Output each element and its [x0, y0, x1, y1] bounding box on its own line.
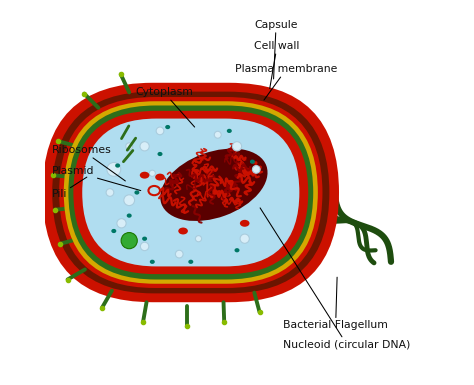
FancyBboxPatch shape	[82, 119, 300, 266]
Ellipse shape	[126, 143, 133, 150]
Ellipse shape	[140, 242, 149, 251]
Text: Pili: Pili	[52, 177, 87, 199]
Ellipse shape	[232, 142, 242, 151]
Ellipse shape	[178, 228, 188, 234]
Ellipse shape	[117, 219, 126, 228]
Ellipse shape	[175, 250, 183, 258]
Ellipse shape	[155, 174, 165, 181]
FancyBboxPatch shape	[52, 92, 329, 293]
Ellipse shape	[111, 229, 116, 233]
Ellipse shape	[127, 214, 132, 218]
Ellipse shape	[142, 236, 147, 241]
Text: Plasmid: Plasmid	[52, 166, 141, 191]
FancyBboxPatch shape	[68, 105, 313, 280]
Ellipse shape	[135, 191, 139, 195]
Ellipse shape	[140, 142, 149, 151]
Text: Capsule: Capsule	[255, 20, 298, 79]
Ellipse shape	[252, 166, 260, 173]
Text: Ribosomes: Ribosomes	[52, 145, 125, 181]
Ellipse shape	[240, 234, 249, 243]
Text: Cell wall: Cell wall	[255, 41, 300, 89]
Ellipse shape	[140, 172, 149, 179]
Ellipse shape	[121, 233, 137, 249]
Ellipse shape	[240, 220, 249, 227]
Ellipse shape	[107, 162, 121, 176]
Ellipse shape	[124, 195, 135, 206]
Ellipse shape	[250, 160, 255, 164]
Ellipse shape	[150, 260, 155, 264]
Text: Bacterial Flagellum: Bacterial Flagellum	[283, 277, 388, 330]
Ellipse shape	[149, 170, 155, 176]
Text: Cytoplasm: Cytoplasm	[135, 87, 195, 127]
FancyBboxPatch shape	[59, 97, 322, 288]
FancyBboxPatch shape	[73, 111, 308, 274]
Ellipse shape	[115, 164, 120, 168]
Ellipse shape	[106, 189, 114, 196]
Text: Nucleoid (circular DNA): Nucleoid (circular DNA)	[260, 208, 410, 350]
Ellipse shape	[227, 129, 232, 133]
Ellipse shape	[156, 127, 164, 135]
Ellipse shape	[235, 248, 239, 253]
Ellipse shape	[165, 125, 170, 129]
Ellipse shape	[157, 152, 163, 156]
Text: Plasma membrane: Plasma membrane	[235, 64, 337, 100]
Ellipse shape	[160, 149, 267, 221]
Ellipse shape	[214, 131, 221, 138]
FancyBboxPatch shape	[43, 83, 339, 302]
Ellipse shape	[195, 236, 201, 242]
FancyBboxPatch shape	[64, 101, 318, 284]
Ellipse shape	[188, 260, 193, 264]
